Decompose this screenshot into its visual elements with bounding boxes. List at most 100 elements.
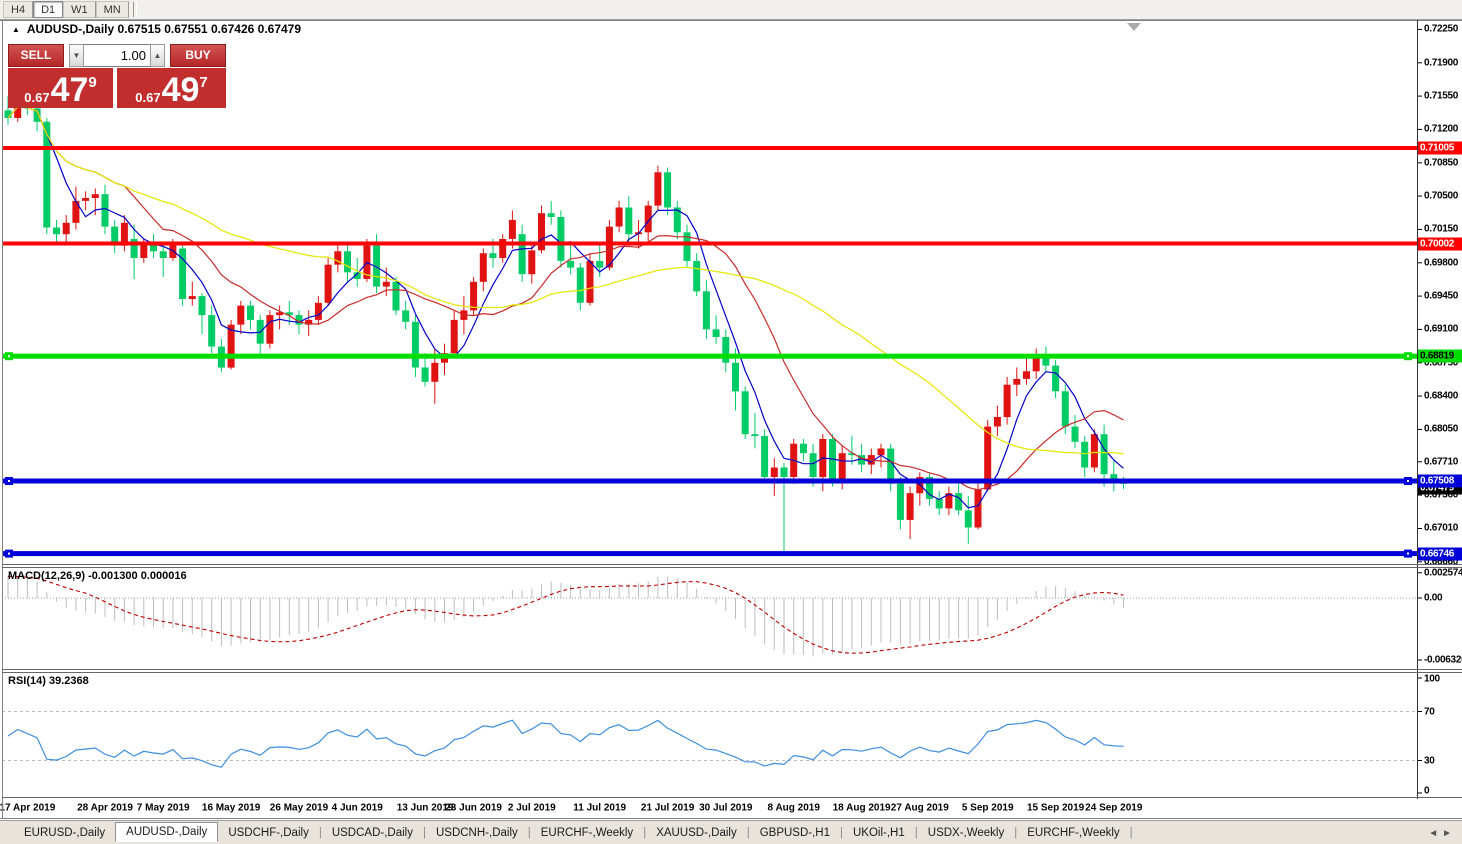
buy-price-big: 49: [161, 71, 200, 109]
hline-handle-dot: [8, 552, 10, 555]
hline-0.66746[interactable]: [3, 551, 1417, 557]
tab-eurchf-weekly-2[interactable]: EURCHF-,Weekly: [1027, 827, 1120, 839]
buy-price-button[interactable]: 0.67 49 7: [117, 68, 226, 108]
timeframe-button-h4[interactable]: H4: [3, 1, 34, 18]
volume-spinner: ▼ ▲: [69, 44, 165, 67]
candle-body: [140, 241, 148, 258]
timeframe-button-d1[interactable]: D1: [33, 1, 64, 18]
candle-body: [906, 493, 914, 520]
chart-window-bottom-border: [0, 818, 1462, 819]
candle-body: [605, 226, 613, 268]
hline-0.71005[interactable]: [3, 146, 1417, 150]
rsi-line: [7, 719, 1124, 768]
tab-xauusd-daily[interactable]: XAUUSD-,Daily: [656, 827, 737, 839]
rsi-separator-top[interactable]: [2, 669, 1462, 670]
candle-body: [382, 281, 390, 287]
macd-separator-bottom[interactable]: [2, 567, 1462, 568]
tab-divider: |: [318, 827, 322, 839]
macd-signal-value: 0.000016: [140, 570, 187, 582]
tab-scroll-left-icon[interactable]: ◄: [1428, 827, 1443, 839]
candle-body: [887, 448, 895, 484]
macd-separator-top[interactable]: [2, 564, 1462, 565]
candle-body: [43, 121, 51, 228]
chart-window-left-border: [2, 20, 3, 819]
candle-body: [547, 213, 555, 217]
candle-body: [150, 241, 157, 252]
candle-body: [518, 234, 526, 275]
tab-usdcad-daily[interactable]: USDCAD-,Daily: [331, 827, 413, 839]
tab-scroll-arrows[interactable]: ◄►: [1428, 828, 1456, 839]
candle-body: [1042, 358, 1050, 366]
rsi-name: RSI(14): [8, 675, 46, 687]
candle-body: [227, 324, 235, 368]
candle-body: [91, 194, 99, 198]
candle-body: [557, 217, 565, 261]
candle-wick: [599, 243, 601, 277]
collapse-triangle-icon[interactable]: ▲: [12, 25, 20, 34]
buy-button[interactable]: BUY: [170, 44, 226, 67]
chart-title: ▲ AUDUSD-,Daily 0.67515 0.67551 0.67426 …: [12, 22, 301, 36]
timeframe-button-mn[interactable]: MN: [95, 1, 129, 18]
hline-0.68819[interactable]: [3, 353, 1417, 359]
hline-0.70002[interactable]: [3, 241, 1417, 246]
toolbar-separator: [132, 2, 137, 17]
sell-button[interactable]: SELL: [8, 44, 64, 67]
ma-line-13: [7, 106, 1124, 491]
timeframe-button-w1[interactable]: W1: [63, 1, 96, 18]
tab-usdchf-daily[interactable]: USDCHF-,Daily: [228, 827, 309, 839]
candle-body: [751, 434, 759, 437]
candle-body: [295, 315, 303, 325]
candle-body: [1023, 371, 1030, 379]
volume-increase-button[interactable]: ▲: [150, 44, 165, 67]
candle-body: [285, 312, 293, 316]
candle-body: [877, 448, 885, 456]
candle-body: [596, 260, 604, 268]
hline-handle-dot: [1407, 552, 1409, 555]
candle-body: [450, 319, 458, 354]
candle-body: [53, 227, 60, 235]
tab-divider: |: [422, 827, 426, 839]
candle-body: [1032, 358, 1040, 372]
chart-ohlc-values: 0.67515 0.67551 0.67426 0.67479: [117, 22, 302, 36]
candle-body: [858, 455, 866, 465]
candle-body: [935, 499, 943, 509]
tab-eurusd-daily[interactable]: EURUSD-,Daily: [24, 827, 106, 839]
tab-audusd-daily[interactable]: AUDUSD-,Daily: [115, 822, 219, 842]
tab-ukoil-h1[interactable]: UKOil-,H1: [853, 827, 905, 839]
tab-gbpusd-h1[interactable]: GBPUSD-,H1: [759, 827, 830, 839]
ma-line-5: [7, 106, 1124, 509]
candle-body: [945, 493, 953, 509]
hline-0.67508[interactable]: [3, 478, 1417, 484]
candle-body: [111, 226, 119, 246]
candle-wick: [162, 243, 164, 277]
rsi-separator-bottom[interactable]: [2, 672, 1462, 673]
macd-signal-line: [7, 575, 1124, 654]
macd-value: -0.001300: [88, 570, 138, 582]
candle-body: [1100, 434, 1108, 475]
tab-divider: |: [1014, 827, 1018, 839]
sell-price-prefix: 0.67: [24, 90, 50, 105]
candle-body: [237, 305, 245, 325]
hline-handle-dot: [1407, 355, 1409, 358]
candle-body: [82, 198, 90, 201]
chart-shift-marker-icon[interactable]: [1127, 23, 1141, 31]
candle-body: [392, 281, 400, 311]
tab-usdcnh-daily[interactable]: USDCNH-,Daily: [435, 827, 518, 839]
tab-usdx-weekly[interactable]: USDX-,Weekly: [927, 827, 1005, 839]
candle-body: [344, 251, 351, 273]
volume-decrease-button[interactable]: ▼: [69, 44, 84, 67]
tab-scroll-right-icon[interactable]: ►: [1442, 827, 1456, 839]
price-axis-separator[interactable]: [1417, 20, 1418, 799]
candle-body: [470, 281, 478, 311]
candle-body: [421, 367, 429, 382]
candle-body: [179, 248, 187, 299]
hline-handle-dot: [8, 480, 10, 482]
timeframe-toolbar: H4 D1 W1 MN: [0, 0, 1462, 20]
candle-wick: [773, 458, 775, 497]
tab-eurchf-weekly[interactable]: EURCHF-,Weekly: [540, 827, 634, 839]
sell-price-button[interactable]: 0.67 47 9: [8, 68, 113, 108]
volume-input[interactable]: [84, 44, 150, 67]
candle-body: [208, 315, 216, 347]
candle-body: [508, 219, 516, 239]
